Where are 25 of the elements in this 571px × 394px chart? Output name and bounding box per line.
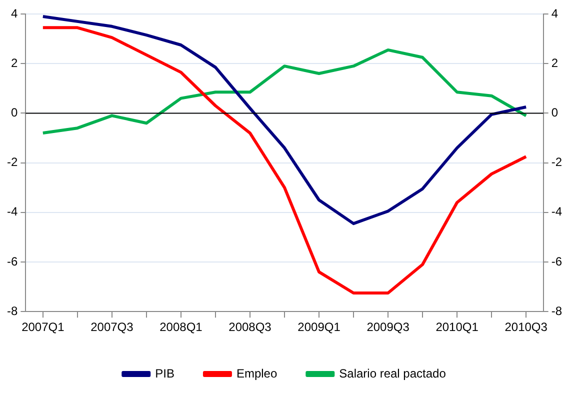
y-tick-label: 4 [10,6,18,20]
y-tick-label: -2 [7,155,18,170]
y-tick-label: 0 [10,106,18,120]
x-tick-label: 2009Q1 [298,320,341,334]
x-tick-label: 2008Q3 [228,320,272,334]
x-tick-label: 2007Q1 [22,320,65,334]
y2-tick-label: -6 [551,254,562,268]
y2-tick-label: -4 [551,204,562,219]
y-tick-label: -6 [7,254,18,268]
x-tick-label: 2010Q3 [504,320,548,334]
y-tick-label: 2 [10,56,18,70]
y2-tick-label: 2 [551,56,558,70]
x-tick-label: 2007Q3 [90,320,134,334]
y2-tick-label: 0 [551,106,558,120]
x-tick-label: 2009Q3 [366,320,410,334]
legend-label: Empleo [236,366,278,380]
x-tick-label: 2008Q1 [160,320,203,334]
y2-tick-label: -2 [551,155,562,170]
y2-tick-label: 4 [551,6,558,20]
x-tick-label: 2010Q1 [436,320,479,334]
y-tick-label: -4 [7,204,18,219]
legend-label: PIB [155,366,174,380]
y2-tick-label: -8 [551,304,562,318]
y-tick-label: -8 [7,304,18,318]
legend-label: Salario real pactado [339,366,446,380]
